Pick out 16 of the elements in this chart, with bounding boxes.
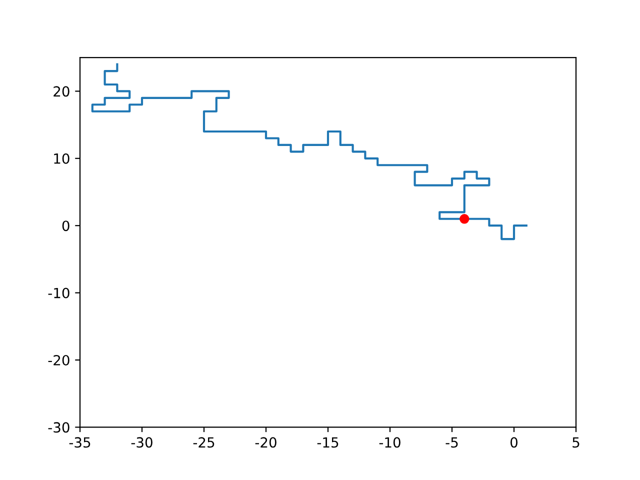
x-tick-label: -30	[131, 437, 152, 448]
x-tick-label: -15	[317, 437, 338, 448]
x-tick-label: -10	[379, 437, 400, 448]
y-tick-label: -20	[48, 354, 70, 366]
x-tick-label: -20	[255, 437, 276, 448]
y-tick-label: -10	[48, 288, 70, 298]
y-tick-label: 10	[54, 153, 70, 164]
line-series	[91, 63, 528, 240]
y-tick-label: -30	[48, 422, 70, 433]
y-tick-label: 20	[54, 86, 70, 97]
y-tick-label: 0	[62, 220, 70, 232]
x-tick-label: -25	[193, 437, 214, 448]
x-tick-label: -35	[69, 437, 90, 448]
x-tick-label: -5	[446, 437, 458, 448]
x-tick-label: 0	[510, 437, 518, 448]
x-tick-label: 5	[572, 437, 580, 448]
